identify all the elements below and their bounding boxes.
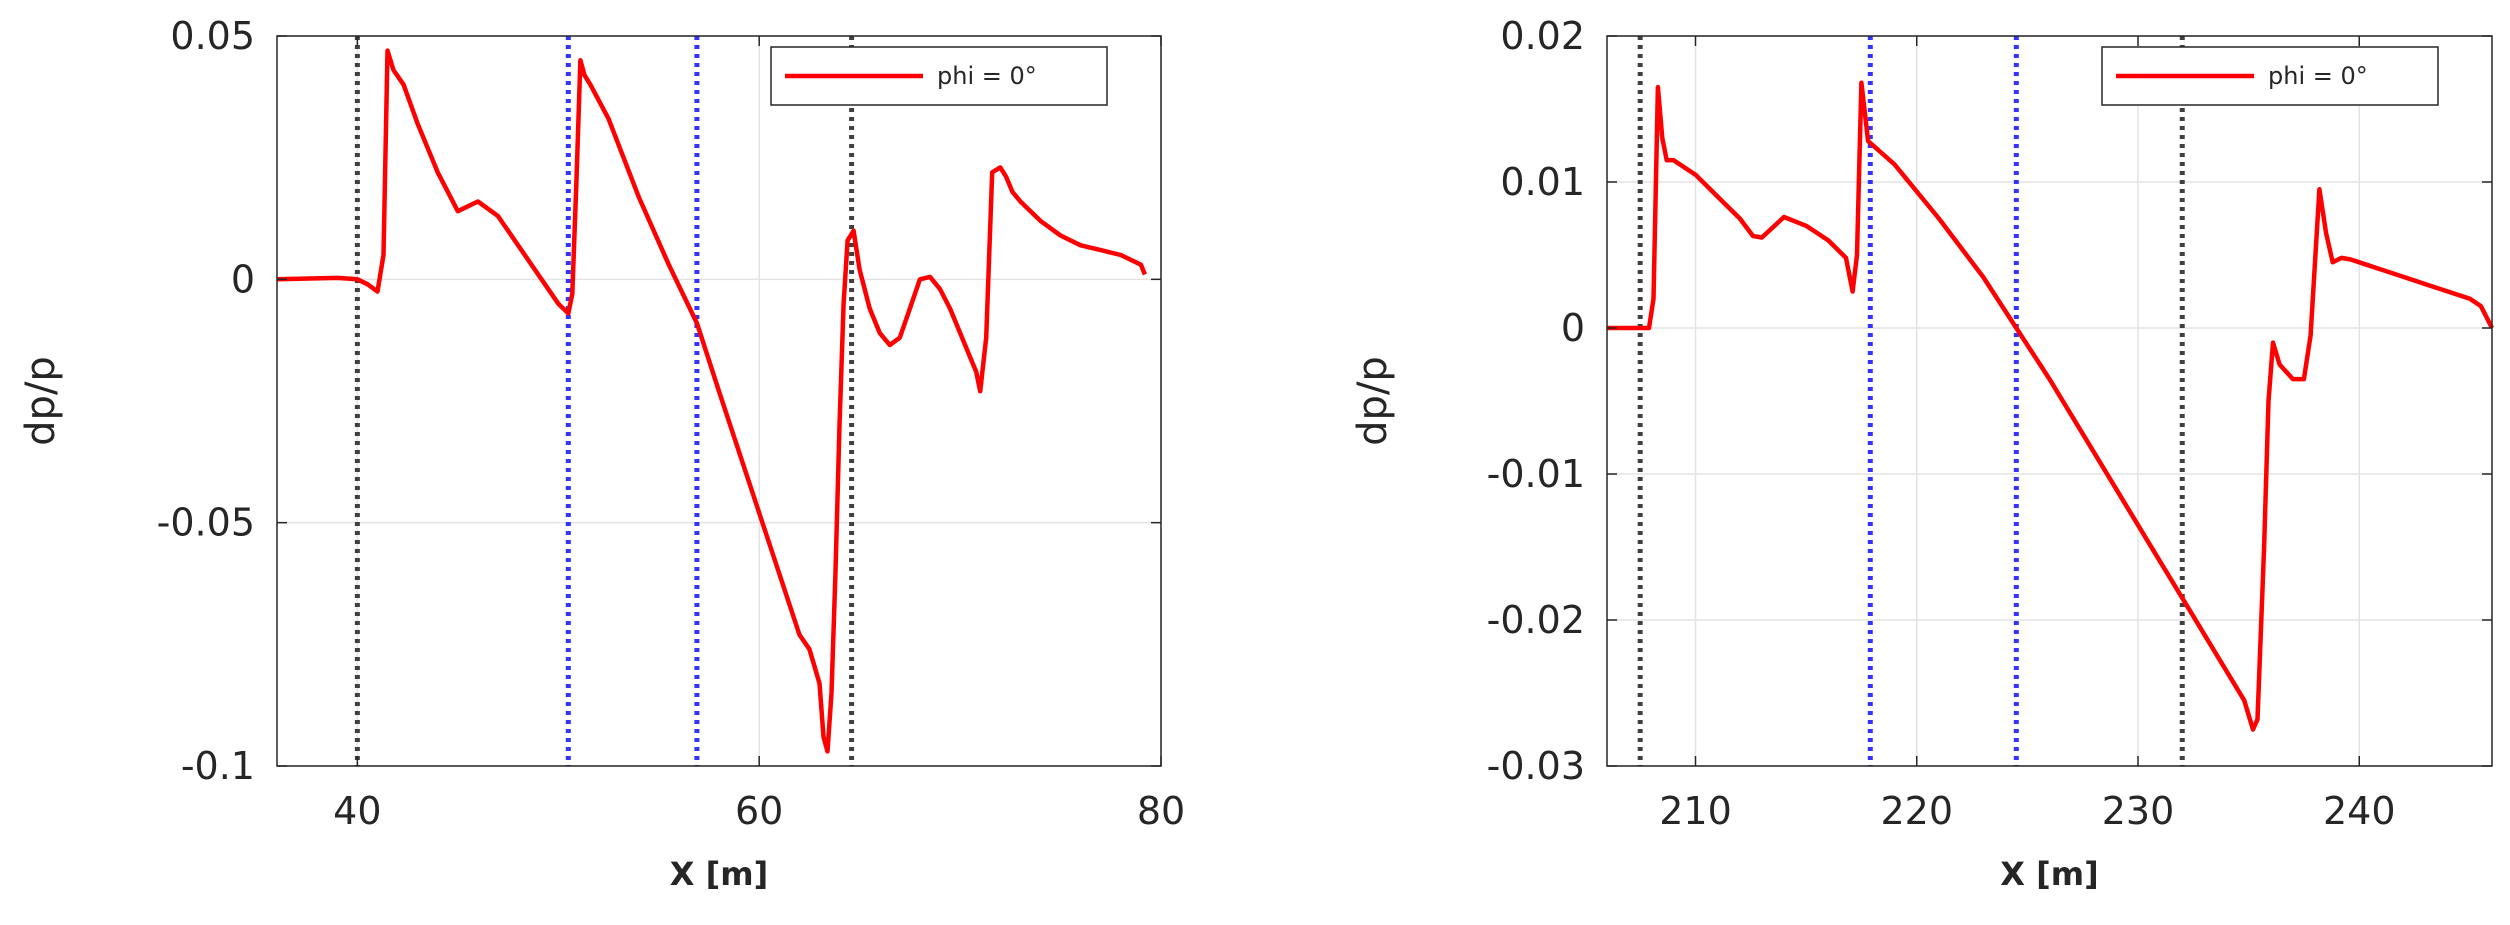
y-tick-label: 0.02 xyxy=(1500,14,1585,58)
x-tick-label: 220 xyxy=(1880,789,1953,833)
right-plot-panel: 210 220 230 240 -0.03 -0.02 -0.01 0 0.01 0.02 X [m… xyxy=(1350,14,2495,893)
series-line xyxy=(1607,80,2495,732)
y-tick-label: -0.01 xyxy=(1487,452,1585,496)
legend-label: phi = 0° xyxy=(2268,62,2368,90)
x-tick-label: 40 xyxy=(333,789,381,833)
y-tick-label: -0.02 xyxy=(1487,598,1585,642)
plot-area xyxy=(1607,36,2492,766)
x-tick-label: 230 xyxy=(2102,789,2175,833)
y-tick-label: 0 xyxy=(231,257,255,301)
y-tick-label: -0.03 xyxy=(1487,744,1585,788)
axes-frame xyxy=(1606,35,2493,767)
y-axis-title: dp/p xyxy=(1350,356,1396,446)
x-axis-title: X [m] xyxy=(670,855,768,893)
y-tick-label: -0.1 xyxy=(181,744,255,788)
x-axis-title: X [m] xyxy=(2000,855,2098,893)
y-tick-label: -0.05 xyxy=(157,501,255,545)
y-tick-label: 0.01 xyxy=(1500,160,1585,204)
axes-frame xyxy=(276,35,1162,767)
y-tick-label: 0 xyxy=(1561,306,1585,350)
x-tick-label: 240 xyxy=(2323,789,2396,833)
x-tick-label: 210 xyxy=(1659,789,1732,833)
x-tick-label: 80 xyxy=(1137,789,1185,833)
y-tick-label: 0.05 xyxy=(170,14,255,58)
left-plot-panel: 40 60 80 -0.1 -0.05 0 0.05 X [m] dp/p phi = 0° xyxy=(18,14,1185,893)
y-axis-title: dp/p xyxy=(18,356,64,446)
series-line xyxy=(276,48,1147,754)
x-tick-label: 60 xyxy=(735,789,783,833)
plot-area xyxy=(277,36,1161,766)
legend-label: phi = 0° xyxy=(937,62,1037,90)
